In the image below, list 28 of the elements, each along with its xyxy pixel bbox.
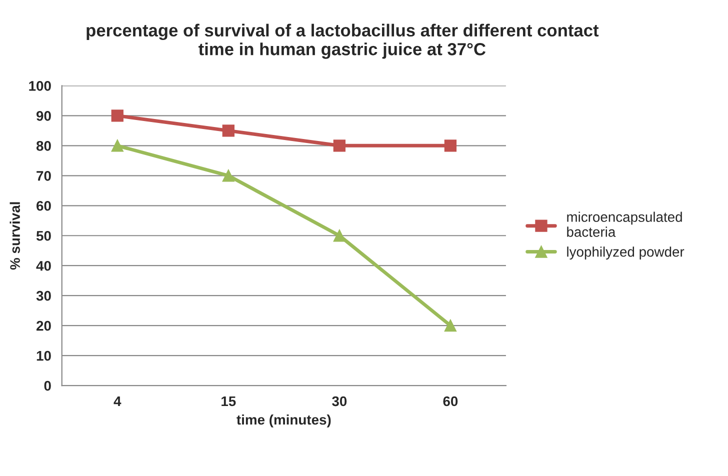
y-tick-label: 90 xyxy=(36,111,51,121)
x-tick-label: 30 xyxy=(332,396,347,406)
y-tick-label: 70 xyxy=(36,170,51,181)
point xyxy=(111,140,124,152)
y-tick-label: 30 xyxy=(36,290,51,301)
y-tick-label: 60 xyxy=(36,200,51,211)
point xyxy=(111,110,124,122)
point xyxy=(222,124,234,137)
y-tick-label: 20 xyxy=(36,320,51,331)
x-tick-label: 60 xyxy=(443,396,458,406)
legend-label: lyophilyzed powder xyxy=(567,246,684,260)
y-tick-label: 10 xyxy=(36,350,51,361)
x-tick-label: 15 xyxy=(222,396,236,406)
point xyxy=(444,140,457,152)
point xyxy=(222,170,234,182)
point xyxy=(333,230,346,242)
chart-title: percentage of survival of a lactobacillus after different contact time in human gastric juice at 37°C xyxy=(86,24,599,59)
y-tick-label: 80 xyxy=(36,140,51,151)
x-axis-title: time (minutes) xyxy=(236,414,331,428)
y-tick-label: 40 xyxy=(36,260,51,271)
x-tick-label: 4 xyxy=(114,396,122,406)
point xyxy=(333,140,346,152)
y-tick-label: 0 xyxy=(44,380,51,391)
legend-label: microencapsulated bacteria xyxy=(567,212,682,237)
y-tick-label: 100 xyxy=(29,81,51,91)
point xyxy=(444,320,457,332)
y-axis-title: % survival xyxy=(10,202,20,270)
y-tick-label: 50 xyxy=(36,230,51,241)
